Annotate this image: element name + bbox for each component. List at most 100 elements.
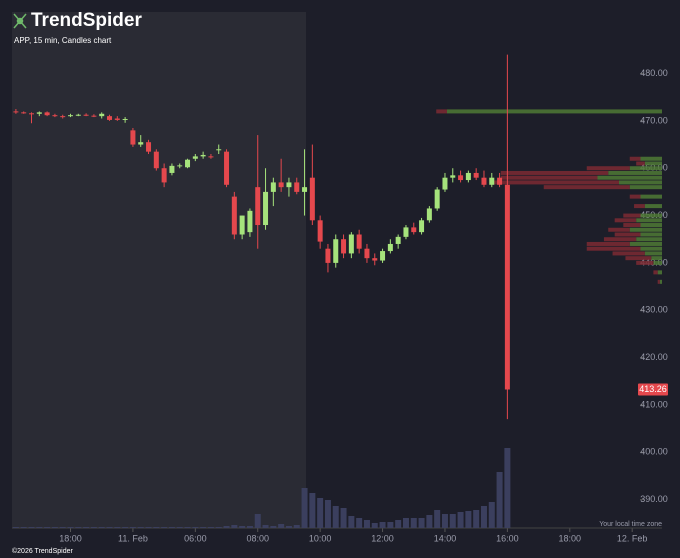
volume-bar bbox=[231, 525, 238, 528]
profile-down bbox=[586, 246, 641, 251]
candle-body bbox=[255, 187, 261, 226]
volume-bar bbox=[434, 510, 441, 528]
profile-up bbox=[640, 246, 662, 251]
profile-up bbox=[447, 109, 662, 114]
volume-bar bbox=[137, 527, 144, 528]
volume-bar bbox=[387, 522, 394, 528]
candle-body bbox=[36, 112, 42, 114]
volume-bar bbox=[20, 527, 27, 528]
volume-bar bbox=[192, 527, 199, 528]
candle-body bbox=[216, 149, 222, 151]
candle-body bbox=[239, 215, 245, 235]
candle-body bbox=[44, 112, 50, 116]
candle-body bbox=[317, 220, 323, 242]
candle-body bbox=[442, 177, 448, 190]
profile-down bbox=[623, 223, 641, 228]
profile-up bbox=[608, 170, 662, 175]
volume-bar bbox=[293, 525, 300, 528]
y-tick-label: 390.00 bbox=[640, 494, 668, 504]
candle-body bbox=[497, 177, 503, 185]
volume-bar bbox=[426, 515, 433, 528]
volume-bar bbox=[145, 527, 152, 528]
candle-body bbox=[504, 184, 510, 390]
footer: ©2026 TrendSpider bbox=[12, 547, 73, 555]
volume-bar bbox=[410, 518, 417, 528]
volume-bar bbox=[122, 527, 129, 528]
profile-down bbox=[586, 241, 630, 246]
candle-body bbox=[333, 239, 339, 263]
profile-up bbox=[653, 260, 662, 265]
candle-body bbox=[192, 156, 198, 159]
profile-up bbox=[640, 213, 662, 218]
candle-body bbox=[231, 196, 237, 235]
x-tick-label: 18:00 bbox=[59, 533, 82, 543]
candle-body bbox=[138, 142, 144, 145]
volume-bar bbox=[83, 527, 90, 528]
candle-body bbox=[286, 182, 292, 188]
brand: TrendSpider bbox=[31, 10, 142, 31]
profile-down bbox=[614, 218, 637, 223]
volume-bar bbox=[67, 527, 74, 528]
candle-body bbox=[270, 182, 276, 192]
volume-bar bbox=[449, 514, 456, 528]
candle-body bbox=[473, 172, 479, 178]
volume-bar bbox=[59, 527, 66, 528]
volume-bar bbox=[153, 527, 160, 528]
volume-bar bbox=[215, 527, 222, 528]
profile-down bbox=[603, 237, 637, 242]
candle-body bbox=[434, 189, 440, 209]
y-tick-label: 410.00 bbox=[640, 399, 668, 409]
candle-body bbox=[169, 165, 175, 173]
candle-body bbox=[91, 115, 97, 117]
candle-body bbox=[458, 175, 464, 181]
x-tick-label: 14:00 bbox=[434, 533, 457, 543]
volume-bar bbox=[98, 527, 105, 528]
volume-bar bbox=[168, 527, 175, 528]
x-tick-label: 12. Feb bbox=[617, 533, 648, 543]
volume-bar bbox=[223, 526, 230, 528]
x-tick-label: 08:00 bbox=[246, 533, 269, 543]
volume-bar bbox=[441, 514, 448, 528]
candle-body bbox=[185, 159, 191, 168]
candle-body bbox=[75, 114, 81, 116]
volume-bar bbox=[90, 527, 97, 528]
candle-body bbox=[309, 177, 315, 221]
candle-body bbox=[348, 234, 354, 254]
volume-bar bbox=[332, 506, 339, 528]
candle-body bbox=[372, 258, 378, 261]
profile-up bbox=[629, 227, 662, 232]
candle-body bbox=[29, 113, 35, 115]
volume-bar bbox=[465, 511, 472, 528]
profile-down bbox=[657, 279, 660, 284]
volume-bar bbox=[418, 518, 425, 528]
volume-bar bbox=[496, 472, 503, 528]
candle-body bbox=[208, 156, 214, 158]
y-tick-label: 470.00 bbox=[640, 115, 668, 125]
candle-body bbox=[161, 168, 167, 183]
candle-body bbox=[21, 112, 27, 114]
x-tick-label: 10:00 bbox=[309, 533, 332, 543]
candle-body bbox=[380, 251, 386, 261]
volume-bar bbox=[129, 527, 136, 528]
candle-body bbox=[263, 191, 269, 226]
candle-body bbox=[481, 177, 487, 185]
volume-bar bbox=[200, 527, 207, 528]
profile-down bbox=[629, 194, 641, 199]
candle-body bbox=[302, 187, 308, 192]
y-tick-label: 400.00 bbox=[640, 447, 668, 457]
volume-bar bbox=[239, 526, 246, 528]
candle-body bbox=[177, 165, 183, 167]
candle-body bbox=[146, 142, 152, 152]
candle-body bbox=[200, 154, 206, 157]
candle-body bbox=[13, 111, 19, 113]
profile-down bbox=[636, 260, 654, 265]
profile-up bbox=[640, 232, 662, 237]
volume-bar bbox=[12, 527, 19, 528]
profile-up bbox=[644, 161, 662, 166]
y-tick-label: 480.00 bbox=[640, 68, 668, 78]
profile-up bbox=[629, 166, 662, 171]
candle-body bbox=[114, 118, 120, 120]
candle-body bbox=[68, 115, 74, 117]
volume-bar bbox=[246, 526, 253, 528]
volume-bar bbox=[270, 526, 277, 528]
